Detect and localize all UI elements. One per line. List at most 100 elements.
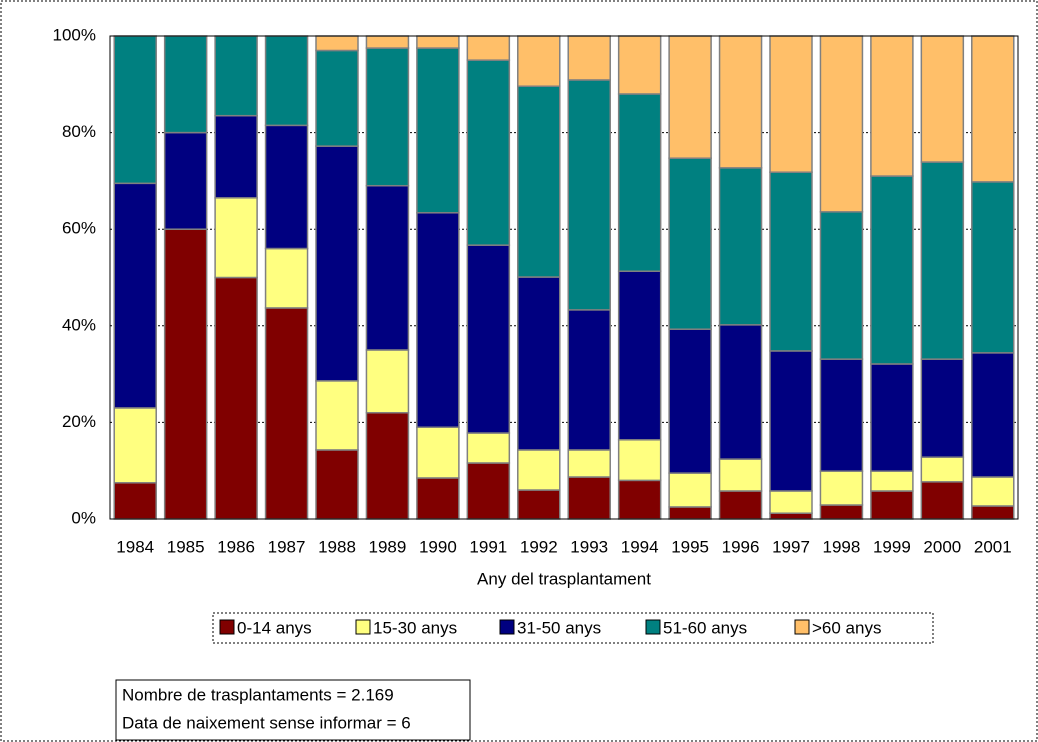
bar-segment [617, 270, 662, 441]
bar-segment [920, 35, 965, 163]
legend-swatch [794, 619, 810, 635]
bar-segment [718, 167, 763, 326]
bar-segment [718, 490, 763, 520]
legend-label: 31-50 anys [517, 618, 601, 637]
bar-segment [365, 184, 410, 351]
bar-segment [718, 458, 763, 492]
x-tick-label: 1996 [722, 537, 760, 556]
bar-segment [617, 479, 662, 520]
y-tick-label: 40% [62, 315, 96, 334]
bar-segment [617, 35, 662, 95]
x-tick-label: 1993 [570, 537, 608, 556]
bar-segment [769, 512, 813, 520]
bar-segment [416, 477, 460, 520]
bar-segment [567, 449, 611, 478]
bar-segment [113, 482, 157, 520]
bar-segment [264, 124, 309, 250]
bar-segment [315, 380, 359, 451]
x-tick-label: 2000 [923, 537, 961, 556]
bar-segment [870, 490, 914, 520]
legend-label: 0-14 anys [237, 618, 312, 637]
bar-segment [315, 449, 359, 520]
bar-segment [113, 407, 157, 484]
bar-segment [870, 35, 914, 177]
plot-border [109, 35, 1019, 520]
legend-swatch [645, 619, 661, 635]
bar-segment [466, 35, 511, 61]
bar-segment [819, 358, 864, 472]
bar-segment [668, 35, 712, 159]
bar-segment [769, 171, 813, 352]
x-tick-label: 1999 [873, 537, 911, 556]
x-tick-label: 1991 [469, 537, 507, 556]
bar-segment [315, 49, 359, 147]
bar-segment [365, 411, 410, 520]
bar-segment [617, 439, 662, 482]
y-tick-label: 80% [62, 122, 96, 141]
bar-segment [870, 470, 914, 492]
bar-segment [920, 456, 965, 483]
bar-segment [365, 47, 410, 187]
bar-segment [466, 59, 511, 246]
bar-segment [668, 328, 712, 474]
bar-segment [416, 212, 460, 428]
plot-area [109, 35, 1019, 520]
bar-segment [264, 35, 309, 127]
bar-segment [668, 472, 712, 508]
x-tick-label: 1994 [621, 537, 659, 556]
bar-segment [214, 35, 258, 117]
legend-swatch [499, 619, 515, 635]
bar-segment [517, 35, 561, 87]
x-axis-title: Any del trasplantament [477, 569, 651, 588]
bar-segment [365, 349, 410, 414]
bar-segment [718, 324, 763, 460]
bar-segment [466, 462, 511, 520]
bar-segment [971, 505, 1015, 520]
legend-swatch [219, 619, 235, 635]
bar-segment [819, 211, 864, 360]
x-tick-label: 1995 [671, 537, 709, 556]
bar-segment [870, 175, 914, 365]
x-tick-label: 1990 [419, 537, 457, 556]
bar-segment [870, 363, 914, 472]
bar-segment [769, 35, 813, 173]
x-tick-label: 1987 [268, 537, 306, 556]
bar-segment [264, 247, 309, 309]
bar-segment [567, 35, 611, 81]
bar-segment [517, 85, 561, 278]
note: Data de naixement sense informar = 6 [122, 713, 411, 732]
y-tick-label: 60% [62, 219, 96, 238]
bar-segment [466, 432, 511, 464]
x-tick-label: 1992 [520, 537, 558, 556]
bar-segment [769, 350, 813, 492]
bar-segment [214, 114, 258, 199]
bar-segment [466, 244, 511, 434]
bar-segment [819, 35, 864, 213]
bar-segment [214, 276, 258, 520]
bar-segment [617, 93, 662, 272]
bar-segment [113, 35, 157, 185]
bar-segment [567, 309, 611, 451]
x-tick-label: 1985 [167, 537, 205, 556]
bar-segment [315, 35, 359, 52]
bar-segment [668, 506, 712, 520]
bar-segment [517, 449, 561, 491]
bar-segment [971, 352, 1015, 478]
bar-segment [214, 197, 258, 279]
bar-segment [517, 276, 561, 451]
bar-segment [365, 35, 410, 49]
legend-box [212, 612, 934, 644]
x-tick-label: 1998 [823, 537, 861, 556]
legend-label: 51-60 anys [663, 618, 747, 637]
x-tick-label: 1989 [369, 537, 407, 556]
bar-segment [920, 358, 965, 458]
y-tick-label: 100% [53, 25, 96, 44]
bar-segment [113, 182, 157, 409]
bar-segment [416, 35, 460, 49]
bar-segment [315, 145, 359, 382]
x-tick-label: 1986 [217, 537, 255, 556]
bar-segment [668, 157, 712, 330]
x-tick-label: 1988 [318, 537, 356, 556]
